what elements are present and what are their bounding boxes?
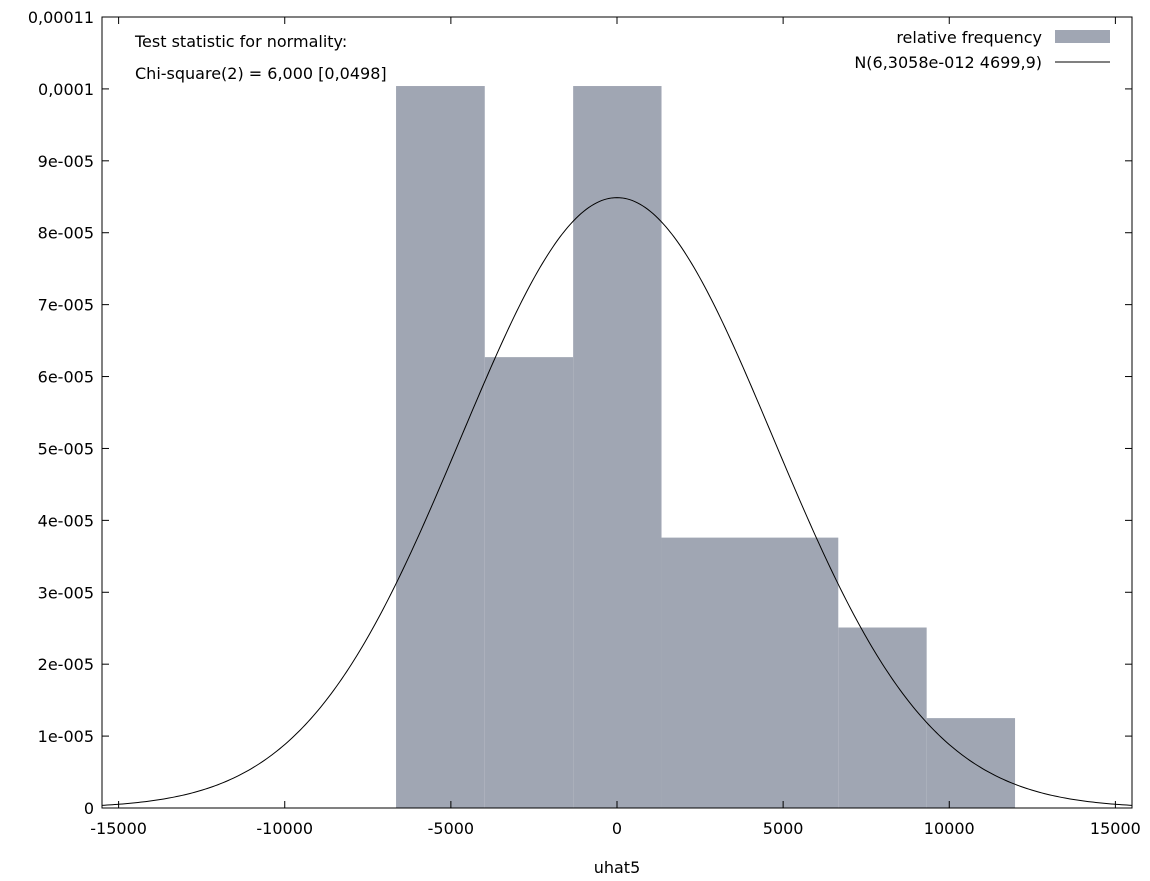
x-tick-label: 10000 bbox=[924, 819, 975, 838]
histogram-bars bbox=[396, 86, 1016, 809]
y-tick-label: 3e-005 bbox=[38, 583, 94, 602]
histogram-bar bbox=[926, 718, 1016, 808]
histogram-bar bbox=[573, 86, 662, 809]
x-tick-label: 15000 bbox=[1090, 819, 1141, 838]
x-tick-label: 0 bbox=[612, 819, 622, 838]
legend-swatch-relative-frequency bbox=[1055, 30, 1110, 43]
normality-test-statistic: Chi-square(2) = 6,000 [0,0498] bbox=[135, 64, 387, 83]
x-tick-label: 5000 bbox=[763, 819, 804, 838]
y-tick-label: 2e-005 bbox=[38, 655, 94, 674]
y-tick-label: 6e-005 bbox=[38, 368, 94, 387]
y-tick-label: 8e-005 bbox=[38, 224, 94, 243]
y-tick-label: 0 bbox=[84, 799, 94, 818]
y-tick-label: 0,0001 bbox=[38, 80, 94, 99]
y-tick-label: 7e-005 bbox=[38, 296, 94, 315]
x-tick-label: -15000 bbox=[90, 819, 147, 838]
x-axis-title: uhat5 bbox=[594, 858, 641, 877]
legend-label-relative-frequency: relative frequency bbox=[896, 28, 1042, 47]
histogram-bar bbox=[838, 627, 927, 808]
x-tick-label: -10000 bbox=[256, 819, 313, 838]
annotations: Test statistic for normality: Chi-square… bbox=[134, 32, 387, 83]
histogram-bar bbox=[484, 357, 574, 808]
normal-curve bbox=[101, 197, 1133, 806]
histogram-bar bbox=[396, 86, 485, 809]
y-tick-label: 9e-005 bbox=[38, 152, 94, 171]
normal-curve-layer bbox=[101, 197, 1133, 806]
histogram-bar bbox=[661, 537, 839, 808]
y-tick-label: 5e-005 bbox=[38, 439, 94, 458]
normality-test-title: Test statistic for normality: bbox=[134, 32, 347, 51]
axis-ticks: -15000 -10000 -5000 0 5000 10000 15000 0 1e-005 2… bbox=[28, 8, 1141, 838]
y-tick-label: 1e-005 bbox=[38, 727, 94, 746]
legend-label-normal: N(6,3058e-012 4699,9) bbox=[854, 53, 1042, 72]
x-tick-label: -5000 bbox=[428, 819, 475, 838]
y-tick-label: 0,00011 bbox=[28, 8, 94, 27]
y-tick-label: 4e-005 bbox=[38, 511, 94, 530]
legend: relative frequency N(6,3058e-012 4699,9) bbox=[854, 28, 1110, 72]
